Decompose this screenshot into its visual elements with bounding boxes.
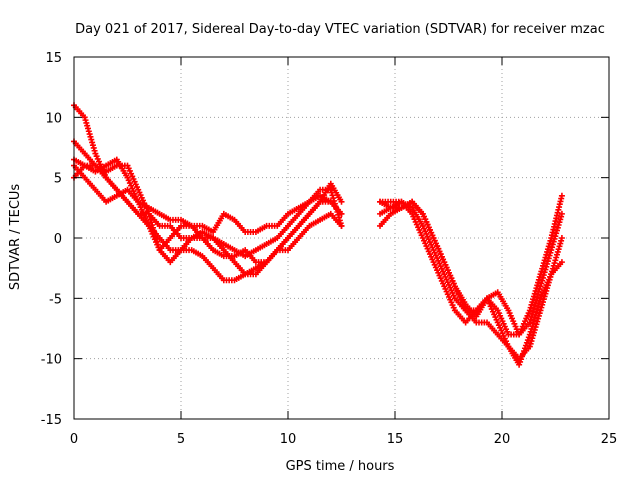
y-tick-label: 10 [45,111,62,126]
y-tick-label: -5 [49,292,62,307]
x-tick-label: 20 [494,432,511,447]
y-tick-label: 0 [54,232,62,247]
y-axis-label: SDTVAR / TECUs [8,184,23,291]
data-point [338,198,345,205]
x-tick-label: 15 [387,432,404,447]
data-point [558,235,565,241]
data-point [558,192,565,199]
data-point [338,210,345,217]
x-tick-label: 5 [177,432,185,447]
y-tick-label: 15 [45,51,62,66]
series-track-5 [71,156,345,235]
x-tick-label: 25 [601,432,618,447]
data-point [338,222,345,229]
x-axis-label: GPS time / hours [286,459,395,474]
axis-ticks: 0 5 10 15 20 25 -15 -10 -5 0 5 10 15 [41,51,618,447]
data-point [558,259,565,266]
data-marks [71,102,565,368]
y-tick-label: -15 [41,413,62,428]
x-tick-label: 0 [70,432,78,447]
chart-title: Day 021 of 2017, Sidereal Day-to-day VTE… [75,22,605,37]
series-track-9 [377,198,565,338]
series-track-4 [71,162,345,266]
x-tick-label: 10 [280,432,297,447]
y-tick-label: 5 [54,172,62,187]
y-tick-label: -10 [41,353,62,368]
data-point [558,210,565,217]
